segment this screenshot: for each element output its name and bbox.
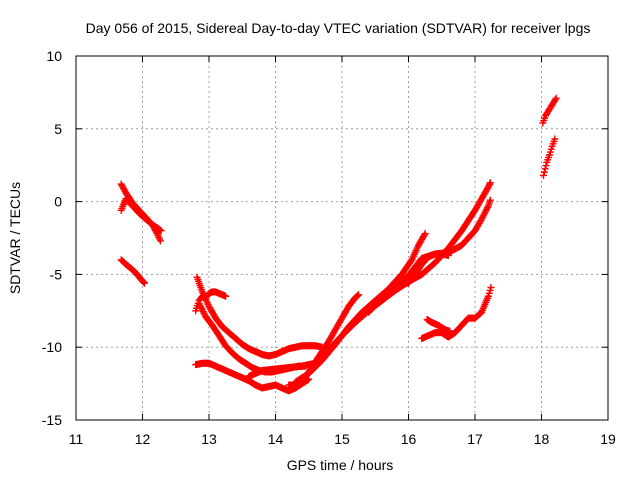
x-tick-label: 14 [268, 431, 284, 447]
data-point [140, 279, 148, 287]
data-point [539, 171, 547, 179]
data-point [552, 94, 560, 102]
series-arc-16 [539, 135, 559, 179]
x-tick-label: 16 [401, 431, 417, 447]
series-arc-5 [193, 273, 326, 360]
x-tick-label: 12 [135, 431, 151, 447]
data-point [486, 179, 494, 187]
grid-lines [76, 56, 608, 420]
series-arc-2 [117, 195, 165, 235]
series-arc-10 [291, 230, 429, 386]
data-point [486, 196, 494, 204]
data-point [354, 292, 362, 300]
y-tick-label: -10 [42, 339, 62, 355]
data-point [157, 227, 165, 235]
x-tick-label: 11 [69, 431, 84, 447]
data-point [156, 237, 164, 245]
data-points [117, 94, 560, 395]
x-tick-label: 15 [334, 431, 350, 447]
x-tick-label: 19 [600, 431, 616, 447]
data-point [444, 251, 452, 259]
x-tick-label: 17 [467, 431, 483, 447]
data-point [551, 96, 559, 104]
y-tick-label: 0 [54, 194, 62, 210]
data-point [551, 135, 559, 143]
tick-labels: 11 12 13 14 15 16 17 18 19 -15 -10 -5 0 5 10 [42, 48, 616, 447]
data-point [355, 291, 363, 299]
series-arc-14 [423, 316, 454, 335]
data-point [222, 292, 230, 300]
y-tick-label: -15 [42, 412, 62, 428]
series-arc-15 [539, 94, 560, 127]
chart-title: Day 056 of 2015, Sidereal Day-to-day VTE… [86, 20, 591, 36]
y-tick-label: 5 [54, 121, 62, 137]
y-axis-label: SDTVAR / TECUs [7, 182, 23, 294]
x-tick-label: 18 [534, 431, 550, 447]
series-arc-3 [117, 256, 148, 287]
data-point [487, 284, 495, 292]
series-arc-13 [418, 284, 495, 342]
data-point [420, 231, 428, 239]
data-point [446, 327, 454, 335]
plot-frame [75, 55, 609, 421]
x-tick-label: 13 [201, 431, 217, 447]
series-arc-8 [285, 291, 363, 389]
y-tick-label: -5 [50, 266, 63, 282]
data-point [421, 230, 429, 238]
data-point [140, 278, 148, 286]
data-point [541, 165, 549, 173]
x-axis-label: GPS time / hours [287, 457, 394, 473]
data-point [540, 168, 548, 176]
data-point [542, 162, 550, 170]
series-arc-12 [391, 250, 452, 293]
y-tick-label: 10 [46, 48, 62, 64]
